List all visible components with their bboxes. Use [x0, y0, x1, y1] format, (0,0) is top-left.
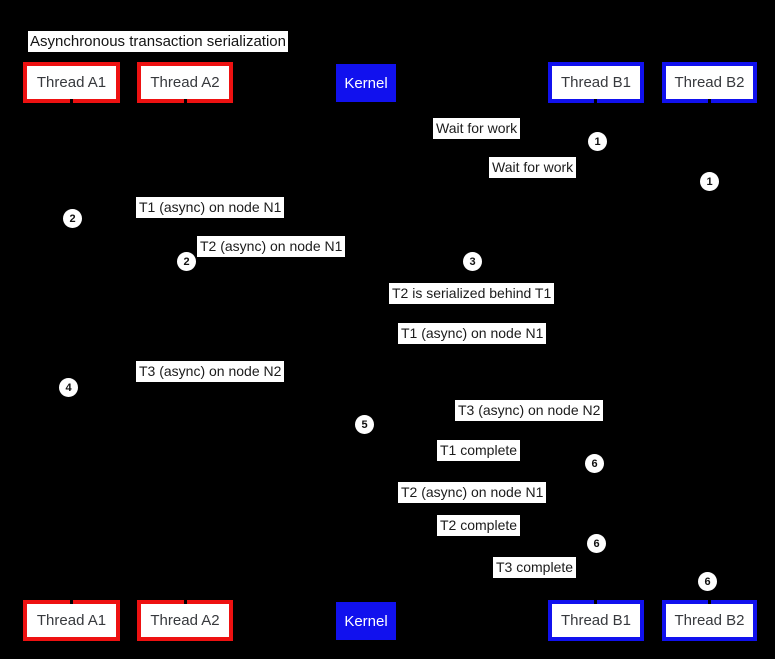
participant-box-thread-b1-bottom: Thread B1: [548, 600, 644, 641]
participant-box-thread-b1-top: Thread B1: [548, 62, 644, 103]
lifeline-kernel: [364, 104, 367, 599]
message-label-t2-async-node-n1: T2 (async) on node N1: [197, 236, 346, 257]
participant-box-thread-a1-top: Thread A1: [23, 62, 120, 103]
message-label-wait-for-work-1: Wait for work: [433, 118, 521, 139]
step-marker-1b: 1: [700, 172, 719, 191]
lifeline-thread-a1: [70, 99, 73, 604]
lifeline-thread-a2: [184, 99, 187, 604]
step-marker-6b: 6: [587, 534, 606, 553]
participant-box-thread-a2-top: Thread A2: [137, 62, 233, 103]
participant-box-kernel-top: Kernel: [336, 64, 396, 102]
message-label-t2-serialized: T2 is serialized behind T1: [389, 283, 555, 304]
lifeline-thread-b1: [594, 99, 597, 604]
message-label-t2-async-node-n1-2: T2 (async) on node N1: [398, 482, 547, 503]
diagram-title: Asynchronous transaction serialization: [28, 31, 288, 52]
step-marker-4: 4: [59, 378, 78, 397]
message-label-t3-complete: T3 complete: [493, 557, 577, 578]
step-marker-1a: 1: [588, 132, 607, 151]
message-label-t3-async-node-n2: T3 (async) on node N2: [136, 361, 285, 382]
message-label-t1-async-node-n1-2: T1 (async) on node N1: [398, 323, 547, 344]
message-label-t2-complete: T2 complete: [437, 515, 521, 536]
step-marker-2b: 2: [177, 252, 196, 271]
step-marker-6a: 6: [585, 454, 604, 473]
step-marker-6c: 6: [698, 572, 717, 591]
message-label-wait-for-work-2: Wait for work: [489, 157, 577, 178]
message-label-t3-async-node-n2-2: T3 (async) on node N2: [455, 400, 604, 421]
step-marker-3: 3: [463, 252, 482, 271]
step-marker-5: 5: [355, 415, 374, 434]
lifeline-thread-b2: [708, 99, 711, 604]
message-label-t1-async-node-n1: T1 (async) on node N1: [136, 197, 285, 218]
step-marker-2a: 2: [63, 209, 82, 228]
participant-box-thread-a1-bottom: Thread A1: [23, 600, 120, 641]
participant-box-thread-b2-top: Thread B2: [662, 62, 757, 103]
participant-box-kernel-bottom: Kernel: [336, 602, 396, 640]
message-label-t1-complete: T1 complete: [437, 440, 521, 461]
participant-box-thread-b2-bottom: Thread B2: [662, 600, 757, 641]
participant-box-thread-a2-bottom: Thread A2: [137, 600, 233, 641]
